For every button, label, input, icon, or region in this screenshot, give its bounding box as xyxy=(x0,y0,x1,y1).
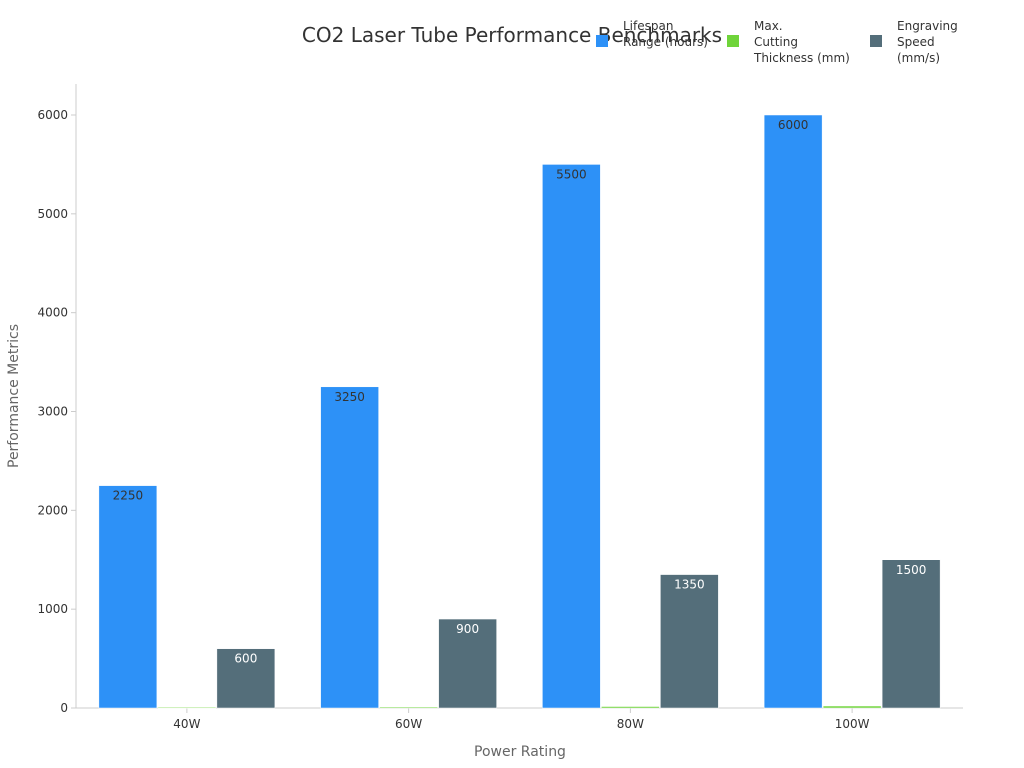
y-ticks: 0 1000 2000 3000 4000 5000 6000 xyxy=(37,108,76,715)
bars xyxy=(98,114,941,709)
legend-label: Lifespan xyxy=(623,19,673,33)
bar-3-60w xyxy=(438,618,497,709)
legend-swatch xyxy=(870,35,882,47)
y-tick-label: 3000 xyxy=(37,405,68,419)
data-label: 2250 xyxy=(113,489,144,503)
legend-label: Max. xyxy=(754,19,783,33)
bar-2-80w xyxy=(601,706,660,709)
x-ticks: 40W 60W 80W 100W xyxy=(173,708,870,731)
bar-2-40w xyxy=(157,707,217,709)
bar-3-80w xyxy=(660,574,719,709)
bar-1-80w xyxy=(542,164,601,709)
chart-title: CO2 Laser Tube Performance Benchmarks xyxy=(302,23,722,47)
data-label: 600 xyxy=(234,652,257,666)
data-label: 1500 xyxy=(896,563,927,577)
y-tick-label: 0 xyxy=(60,701,68,715)
legend: Lifespan Range (hours) Max. Cutting Thicknes… xyxy=(596,19,958,65)
axes xyxy=(75,84,963,709)
y-tick-label: 4000 xyxy=(37,306,68,320)
data-label: 1350 xyxy=(674,578,705,592)
y-axis-title: Performance Metrics xyxy=(6,324,22,468)
bar-2-100w xyxy=(822,705,882,709)
legend-label: Engraving xyxy=(897,19,958,33)
legend-swatch xyxy=(727,35,739,47)
legend-label: Speed xyxy=(897,35,935,49)
legend-label: Thickness (mm) xyxy=(753,51,850,65)
bar-2-60w xyxy=(379,706,438,709)
bar-1-100w xyxy=(763,114,823,709)
legend-swatch xyxy=(596,35,608,47)
legend-label: Cutting xyxy=(754,35,798,49)
data-label: 900 xyxy=(456,622,479,636)
x-tick-label: 80W xyxy=(617,717,644,731)
y-tick-label: 2000 xyxy=(37,503,68,517)
x-tick-label: 100W xyxy=(835,717,870,731)
bar-1-40w xyxy=(98,485,158,709)
bar-3-100w xyxy=(881,559,941,709)
bar-3-40w xyxy=(216,648,276,709)
data-label: 5500 xyxy=(556,167,587,181)
y-tick-label: 5000 xyxy=(37,207,68,221)
legend-label: (mm/s) xyxy=(897,51,940,65)
y-tick-label: 1000 xyxy=(37,602,68,616)
bar-1-60w xyxy=(320,386,379,709)
x-axis-title: Power Rating xyxy=(474,744,566,760)
data-label: 6000 xyxy=(778,118,809,132)
y-tick-label: 6000 xyxy=(37,108,68,122)
legend-label: Range (hours) xyxy=(623,35,708,49)
data-label: 3250 xyxy=(334,390,365,404)
x-tick-label: 60W xyxy=(395,717,422,731)
x-tick-label: 40W xyxy=(173,717,200,731)
bar-labels: 2250 600 3250 900 5500 1350 6000 1500 xyxy=(113,118,927,666)
